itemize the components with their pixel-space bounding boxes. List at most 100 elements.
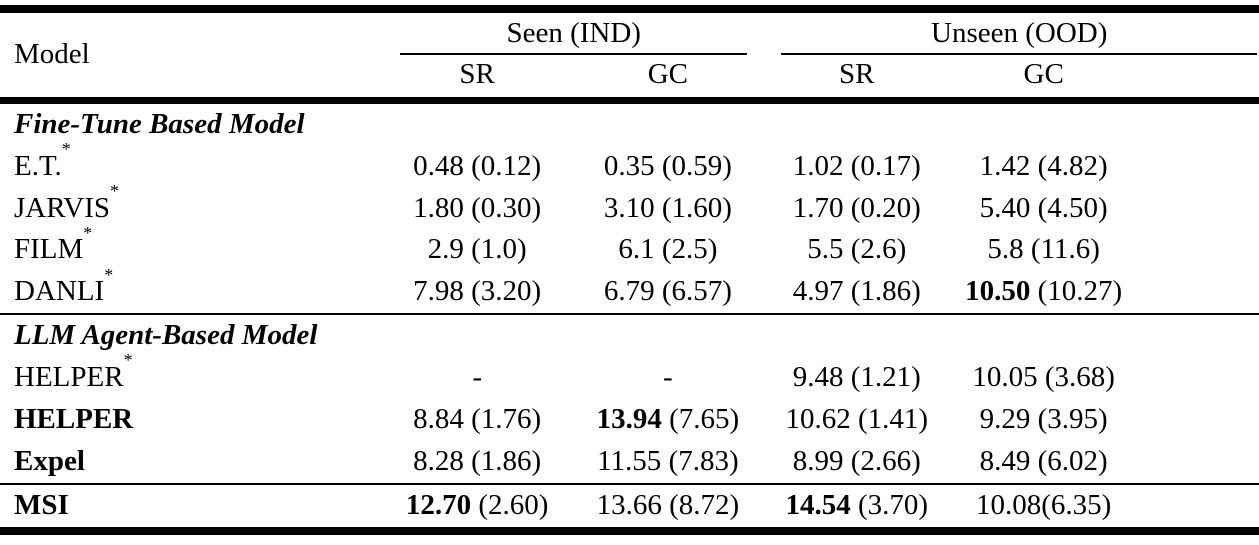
metric-value-best: 14.54 — [785, 488, 851, 521]
model-name: HELPER — [14, 361, 124, 394]
model-name-cell: DANLI* — [0, 266, 384, 316]
table-body: Fine-Tune Based Model E.T.* 0.48 (0.12) … — [0, 100, 1259, 530]
column-header-unseen-sr: SR — [765, 54, 948, 104]
column-header-model: Model — [0, 9, 384, 104]
metric-std: (1.86) — [843, 275, 921, 308]
metric-value: 10.08 — [976, 488, 1042, 521]
metric-std: (3.95) — [1030, 403, 1108, 436]
metric-std: (1.21) — [843, 361, 921, 394]
value-cell: - — [570, 357, 765, 399]
column-header-unseen-gc: GC — [948, 54, 1140, 104]
model-name: HELPER — [14, 403, 134, 436]
metric-value: 0.35 — [603, 149, 655, 182]
metric-value: 1.80 — [413, 191, 464, 224]
row-spacer — [1139, 229, 1259, 271]
metric-std: (3.70) — [850, 488, 929, 521]
metric-value: 5.5 — [807, 233, 844, 266]
model-name: Expel — [14, 444, 85, 477]
value-cell: 12.70 (2.60) — [384, 484, 570, 531]
metric-value: 9.48 — [792, 361, 844, 394]
column-group-unseen-ood: Unseen (OOD) — [765, 9, 1259, 55]
model-name-cell: JARVIS* — [0, 182, 384, 230]
model-asterisk: * — [109, 180, 119, 201]
metric-std: (0.59) — [654, 149, 732, 182]
value-cell: 4.97 (1.86) — [765, 271, 948, 316]
metric-value: 9.29 — [979, 403, 1031, 436]
metric-std: (0.17) — [843, 149, 921, 182]
metric-value-best: 10.50 — [965, 275, 1031, 308]
metric-std: (7.65) — [661, 403, 740, 436]
column-group-seen-ind-label: Seen (IND) — [399, 13, 748, 55]
metric-std: (3.20) — [463, 275, 542, 308]
metric-value: 10.05 — [972, 361, 1038, 394]
section-header-row-llm-agent: LLM Agent-Based Model — [0, 314, 1259, 357]
metric-std: (1.41) — [850, 403, 929, 436]
table-header: Model Seen (IND) Unseen (OOD) SR GC SR G… — [0, 9, 1259, 104]
value-cell: 6.1 (2.5) — [570, 229, 765, 271]
metric-value: 7.98 — [413, 275, 464, 308]
value-cell: 6.79 (6.57) — [570, 271, 766, 316]
value-cell: 8.49 (6.02) — [948, 440, 1140, 485]
metric-std: (4.50) — [1030, 191, 1108, 224]
value-cell: 3.10 (1.60) — [570, 188, 765, 230]
metric-std: (0.20) — [843, 191, 921, 224]
metric-value: - — [663, 361, 673, 394]
metric-std: (8.72) — [661, 488, 740, 521]
value-cell: 5.8 (11.6) — [948, 229, 1139, 271]
metric-value: 6.79 — [603, 275, 655, 308]
value-cell: 8.99 (2.66) — [765, 440, 948, 485]
metric-value: 5.8 — [987, 233, 1024, 266]
model-name-cell: E.T.* — [0, 140, 384, 188]
metric-value: 1.70 — [792, 191, 844, 224]
metric-std: (11.6) — [1023, 233, 1100, 266]
results-table: Model Seen (IND) Unseen (OOD) SR GC SR G… — [0, 5, 1259, 535]
metric-std: (6.57) — [654, 275, 732, 308]
group-header-row: Model Seen (IND) Unseen (OOD) — [0, 9, 1259, 104]
row-spacer — [1139, 357, 1259, 399]
value-cell: 2.9 (1.0) — [384, 229, 570, 271]
metric-std: (1.86) — [463, 444, 542, 477]
value-cell: 13.66 (8.72) — [570, 484, 765, 531]
header-spacer — [1139, 54, 1259, 104]
metric-std: (4.82) — [1030, 149, 1108, 182]
metric-value: 8.84 — [413, 403, 464, 436]
metric-std: (2.5) — [654, 233, 718, 266]
value-cell: 13.94 (7.65) — [570, 399, 765, 441]
value-cell: 0.48 (0.12) — [384, 146, 570, 188]
row-spacer — [1139, 188, 1259, 230]
value-cell: 1.02 (0.17) — [765, 146, 948, 188]
model-name-cell: MSI — [0, 484, 384, 531]
metric-std: (1.76) — [463, 403, 542, 436]
metric-std: (2.60) — [471, 488, 549, 521]
metric-value: 4.97 — [792, 275, 844, 308]
value-cell: 0.35 (0.59) — [570, 146, 765, 188]
value-cell: 7.98 (3.20) — [383, 271, 571, 316]
row-spacer — [1139, 399, 1259, 441]
table-row-msi: MSI 12.70 (2.60) 13.66 (8.72) 14.54 (3.7… — [0, 484, 1259, 531]
metric-value: 1.02 — [792, 149, 844, 182]
table-row-danli: DANLI* 7.98 (3.20) 6.79 (6.57) 4.97 (1.8… — [0, 266, 1259, 316]
metric-std: (6.35) — [1041, 488, 1112, 521]
column-header-seen-sr: SR — [383, 54, 571, 104]
model-name: JARVIS — [14, 191, 110, 224]
row-spacer — [1139, 146, 1259, 188]
model-name-cell: HELPER* — [0, 351, 384, 399]
metric-value: 0.48 — [413, 149, 464, 182]
value-cell: 10.50 (10.27) — [948, 271, 1140, 316]
value-cell: 8.28 (1.86) — [383, 440, 571, 485]
model-asterisk: * — [83, 222, 93, 243]
value-cell: 14.54 (3.70) — [765, 484, 948, 531]
table-row-et: E.T.* 0.48 (0.12) 0.35 (0.59) 1.02 (0.17… — [0, 140, 1259, 188]
model-asterisk: * — [104, 264, 114, 285]
model-name: MSI — [14, 488, 69, 521]
value-cell: 10.62 (1.41) — [765, 399, 948, 441]
section-header-row-finetune: Fine-Tune Based Model — [0, 100, 1259, 145]
model-name-cell: HELPER — [0, 399, 384, 441]
metric-std: (3.68) — [1037, 361, 1115, 394]
row-spacer — [1139, 484, 1259, 531]
metric-std: (0.30) — [463, 191, 542, 224]
metric-value: 5.40 — [979, 191, 1031, 224]
model-asterisk: * — [61, 139, 71, 160]
column-group-unseen-ood-label: Unseen (OOD) — [781, 13, 1257, 55]
metric-value-best: 12.70 — [405, 488, 472, 521]
